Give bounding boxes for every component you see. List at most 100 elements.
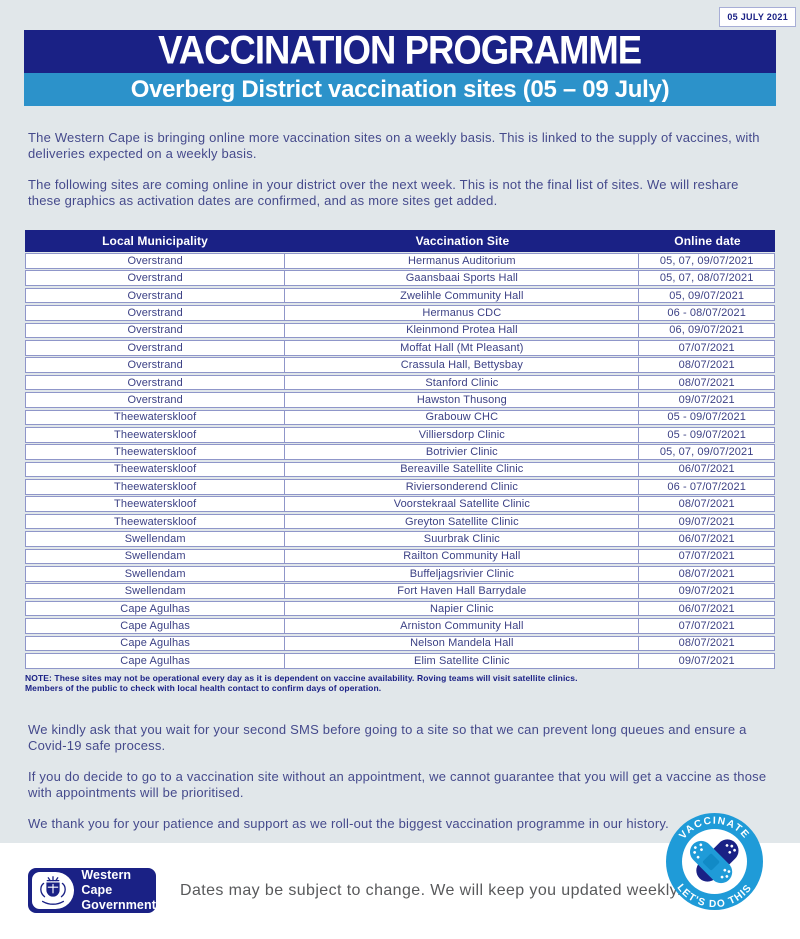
municipality-cell: Overstrand <box>26 306 286 320</box>
table-row: Overstrand Moffat Hall (Mt Pleasant) 07/07… <box>25 339 775 356</box>
table-row: Overstrand Hermanus CDC 06 - 08/07/2021 <box>25 305 775 321</box>
municipality-cell: Cape Agulhas <box>26 636 286 651</box>
site-table-body: Overstrand Hermanus Auditorium 05, 07, 09/… <box>25 253 775 669</box>
date-cell: 05 - 09/07/2021 <box>667 428 746 441</box>
municipality-cell: Theewaterskloof <box>26 462 286 477</box>
date-cell: 09/07/2021 <box>678 515 735 528</box>
table-row: Overstrand Crassula Hall, Bettysbay 08/07/… <box>25 357 775 373</box>
municipality-cell: Swellendam <box>26 584 286 599</box>
date-cell: 06/07/2021 <box>678 463 735 476</box>
site-cell: Stanford Clinic <box>285 375 640 390</box>
date-cell: 05, 07, 09/07/2021 <box>659 446 754 459</box>
municipality-cell: Theewaterskloof <box>26 445 286 459</box>
site-cell: Hermanus Auditorium <box>285 254 640 268</box>
site-cell: Hawston Thusong <box>285 393 640 407</box>
vaccination-sites-table: Local Municipality Vaccination Site Onli… <box>25 230 775 694</box>
site-cell: Gaansbaai Sports Hall <box>285 271 640 285</box>
date-cell: 08/07/2021 <box>678 498 735 511</box>
municipality-cell: Overstrand <box>26 358 286 372</box>
plaster-heart-icon <box>690 839 739 884</box>
table-note: NOTE: These sites may not be operational… <box>25 673 775 694</box>
site-cell: Arniston Community Hall <box>285 619 640 633</box>
table-row: Theewaterskloof Greyton Satellite Clinic 0… <box>25 513 775 530</box>
municipality-cell: Overstrand <box>26 340 286 355</box>
municipality-cell: Overstrand <box>26 323 286 338</box>
municipality-cell: Theewaterskloof <box>26 427 286 442</box>
table-row: Overstrand Zwelihle Community Hall 05, 09/… <box>25 287 775 304</box>
intro-paragraph: The following sites are coming online in… <box>28 177 739 208</box>
intro-paragraph: The Western Cape is bringing online more… <box>28 130 760 161</box>
site-cell: Greyton Satellite Clinic <box>285 514 640 529</box>
date-cell: 09/07/2021 <box>678 585 735 598</box>
column-header-site: Vaccination Site <box>415 234 510 248</box>
page-subtitle: Overberg District vaccination sites (05 … <box>130 75 670 103</box>
municipality-cell: Theewaterskloof <box>26 410 286 425</box>
municipality-cell: Theewaterskloof <box>26 497 286 512</box>
site-cell: Zwelihle Community Hall <box>285 288 640 303</box>
municipality-cell: Theewaterskloof <box>26 480 286 494</box>
table-row: Swellendam Suurbrak Clinic 06/07/2021 <box>25 531 775 547</box>
logo-text: Western Cape Government <box>81 868 156 913</box>
site-cell: Buffeljagsrivier Clinic <box>285 567 640 581</box>
site-cell: Grabouw CHC <box>285 410 640 425</box>
site-cell: Elim Satellite Clinic <box>285 653 640 668</box>
site-cell: Railton Community Hall <box>285 549 640 564</box>
table-row: Overstrand Gaansbaai Sports Hall 05, 07, 0… <box>25 270 775 286</box>
site-cell: Bereaville Satellite Clinic <box>285 462 640 477</box>
site-cell: Suurbrak Clinic <box>285 532 640 546</box>
date-cell: 07/07/2021 <box>678 341 735 354</box>
table-row: Swellendam Buffeljagsrivier Clinic 08/07/2… <box>25 566 775 582</box>
municipality-cell: Swellendam <box>26 532 286 546</box>
date-cell: 06 - 08/07/2021 <box>667 306 746 319</box>
site-cell: Voorstekraal Satellite Clinic <box>285 497 640 512</box>
site-cell: Villiersdorp Clinic <box>285 427 640 442</box>
date-cell: 08/07/2021 <box>678 359 735 372</box>
vaccinate-lets-do-this-badge: VACCINATE LET'S DO THIS <box>666 813 763 910</box>
date-cell: 09/07/2021 <box>678 393 735 406</box>
date-cell: 09/07/2021 <box>678 654 735 667</box>
municipality-cell: Theewaterskloof <box>26 514 286 529</box>
municipality-cell: Overstrand <box>26 393 286 407</box>
outro-paragraphs: We kindly ask that you wait for your sec… <box>28 722 770 847</box>
date-cell: 06/07/2021 <box>678 533 735 546</box>
column-header-online-date: Online date <box>674 234 741 248</box>
municipality-cell: Overstrand <box>26 271 286 285</box>
table-row: Theewaterskloof Voorstekraal Satellite Cl… <box>25 496 775 513</box>
western-cape-government-logo: Western Cape Government <box>28 868 156 913</box>
table-row: Theewaterskloof Riviersonderend Clinic 06 … <box>25 479 775 495</box>
site-cell: Botrivier Clinic <box>285 445 640 459</box>
intro-paragraphs: The Western Cape is bringing online more… <box>28 130 770 224</box>
table-row: Theewaterskloof Grabouw CHC 05 - 09/07/202… <box>25 409 775 426</box>
table-row: Theewaterskloof Botrivier Clinic 05, 07, 0… <box>25 444 775 460</box>
date-cell: 07/07/2021 <box>678 620 735 632</box>
table-row: Swellendam Fort Haven Hall Barrydale 09/07… <box>25 583 775 600</box>
table-row: Theewaterskloof Bereaville Satellite Clin… <box>25 461 775 478</box>
municipality-cell: Cape Agulhas <box>26 653 286 668</box>
date-cell: 08/07/2021 <box>678 567 735 580</box>
date-cell: 07/07/2021 <box>678 550 735 563</box>
date-cell: 06, 09/07/2021 <box>669 324 745 337</box>
outro-paragraph: If you do decide to go to a vaccination … <box>28 769 767 800</box>
table-row: Cape Agulhas Arniston Community Hall 07/07… <box>25 618 775 634</box>
municipality-cell: Overstrand <box>26 375 286 390</box>
outro-paragraph: We kindly ask that you wait for your sec… <box>28 722 747 753</box>
table-row: Overstrand Kleinmond Protea Hall 06, 09/07… <box>25 322 775 339</box>
table-header-row: Local Municipality Vaccination Site Onli… <box>25 230 775 252</box>
site-cell: Fort Haven Hall Barrydale <box>285 584 640 599</box>
table-row: Cape Agulhas Napier Clinic 06/07/2021 <box>25 600 775 617</box>
site-cell: Nelson Mandela Hall <box>285 636 640 651</box>
logo-line-1: Western Cape <box>81 868 132 897</box>
table-row: Overstrand Stanford Clinic 08/07/2021 <box>25 374 775 391</box>
footer-disclaimer: Dates may be subject to change. We will … <box>180 882 682 899</box>
municipality-cell: Swellendam <box>26 549 286 564</box>
site-cell: Kleinmond Protea Hall <box>285 323 640 338</box>
table-row: Theewaterskloof Villiersdorp Clinic 05 - 0… <box>25 426 775 443</box>
table-row: Overstrand Hermanus Auditorium 05, 07, 09/… <box>25 253 775 269</box>
date-cell: 08/07/2021 <box>678 376 735 389</box>
page-title: VACCINATION PROGRAMME <box>158 28 642 74</box>
table-row: Cape Agulhas Elim Satellite Clinic 09/07/2… <box>25 652 775 669</box>
municipality-cell: Cape Agulhas <box>26 619 286 633</box>
column-header-municipality: Local Municipality <box>102 234 208 248</box>
logo-line-2: Government <box>81 898 156 912</box>
site-cell: Riviersonderend Clinic <box>285 480 640 494</box>
